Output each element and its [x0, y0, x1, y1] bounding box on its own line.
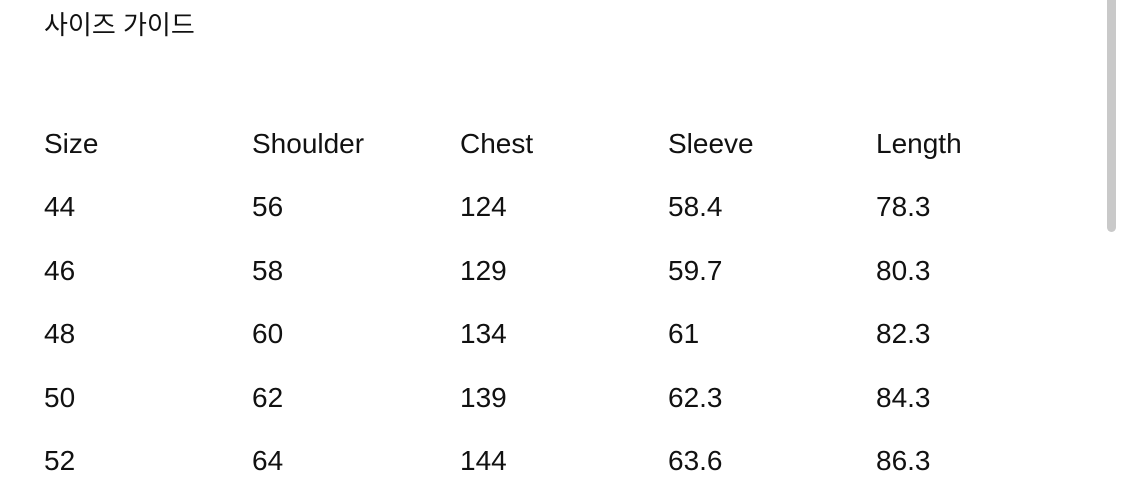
table-cell-size: 44	[44, 187, 252, 227]
table-cell-length: 80.3	[876, 251, 1084, 291]
table-cell-length: 78.3	[876, 187, 1084, 227]
table-cell-size: 46	[44, 251, 252, 291]
table-cell-sleeve: 59.7	[668, 251, 876, 291]
table-cell-shoulder: 64	[252, 441, 460, 481]
column-header-size: Size	[44, 124, 252, 164]
table-cell-chest: 129	[460, 251, 668, 291]
table-cell-chest: 144	[460, 441, 668, 481]
table-cell-chest: 134	[460, 314, 668, 354]
table-cell-chest: 124	[460, 187, 668, 227]
column-header-sleeve: Sleeve	[668, 124, 876, 164]
column-header-shoulder: Shoulder	[252, 124, 460, 164]
table-cell-size: 48	[44, 314, 252, 354]
table-cell-size: 50	[44, 378, 252, 418]
page-title: 사이즈 가이드	[44, 8, 195, 42]
table-cell-chest: 139	[460, 378, 668, 418]
column-header-chest: Chest	[460, 124, 668, 164]
table-cell-length: 82.3	[876, 314, 1084, 354]
table-cell-sleeve: 62.3	[668, 378, 876, 418]
table-cell-sleeve: 63.6	[668, 441, 876, 481]
table-cell-length: 86.3	[876, 441, 1084, 481]
table-cell-shoulder: 62	[252, 378, 460, 418]
column-header-length: Length	[876, 124, 1084, 164]
table-cell-length: 84.3	[876, 378, 1084, 418]
table-cell-shoulder: 60	[252, 314, 460, 354]
table-cell-sleeve: 61	[668, 314, 876, 354]
table-cell-size: 52	[44, 441, 252, 481]
table-cell-shoulder: 56	[252, 187, 460, 227]
table-cell-sleeve: 58.4	[668, 187, 876, 227]
scrollbar[interactable]	[1107, 0, 1116, 232]
table-cell-shoulder: 58	[252, 251, 460, 291]
